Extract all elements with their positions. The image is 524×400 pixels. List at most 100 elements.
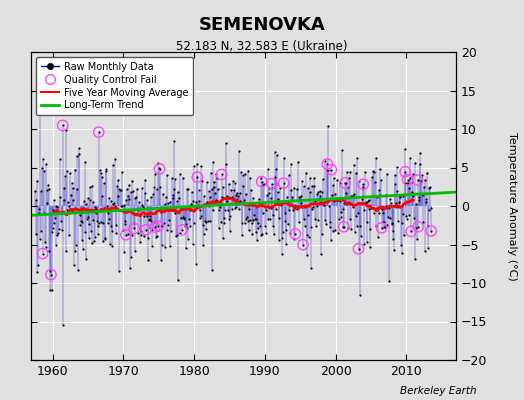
Point (315, 193, 324, 200)
Point (350, 190, 358, 197)
Point (124, 231, 133, 238)
Point (364, 198, 372, 204)
Point (276, 200, 285, 206)
Point (427, 205, 435, 211)
Point (265, 185, 274, 192)
Point (363, 239, 371, 246)
Point (216, 204, 225, 210)
Point (226, 228, 235, 234)
Point (103, 203, 111, 209)
Point (73, 186, 81, 192)
Point (42, 161, 50, 167)
Point (220, 220, 228, 226)
Point (332, 196, 340, 202)
Point (166, 199, 174, 206)
Point (51, 202, 60, 209)
Point (256, 223, 264, 229)
Point (352, 170, 361, 176)
Point (157, 257, 166, 263)
Point (344, 184, 352, 190)
Point (176, 171, 184, 178)
Point (102, 168, 111, 174)
Point (299, 183, 308, 189)
Point (129, 219, 138, 226)
Point (85, 221, 93, 227)
Point (281, 210, 289, 216)
Point (282, 240, 290, 247)
Point (131, 248, 139, 254)
Point (178, 227, 186, 233)
Point (95, 219, 104, 226)
Point (338, 147, 346, 153)
Point (361, 169, 369, 175)
Point (384, 214, 392, 220)
Point (204, 218, 212, 224)
Point (193, 174, 202, 180)
Point (66, 170, 74, 176)
Point (376, 166, 385, 172)
Point (383, 222, 391, 228)
Point (238, 232, 246, 238)
Point (368, 174, 376, 181)
Point (96, 167, 104, 173)
Point (61, 248, 70, 254)
Point (247, 187, 255, 193)
Point (263, 192, 271, 198)
Point (244, 167, 252, 174)
Point (366, 226, 374, 232)
Point (345, 216, 354, 222)
Point (185, 216, 193, 222)
Point (31, 231, 40, 237)
Point (111, 203, 119, 209)
Point (287, 161, 295, 167)
Point (275, 236, 283, 243)
Point (172, 232, 180, 239)
Point (354, 246, 363, 252)
Point (363, 218, 372, 225)
Point (303, 232, 311, 238)
Point (337, 209, 345, 215)
Point (334, 230, 343, 237)
Point (116, 187, 124, 194)
Point (147, 218, 155, 224)
Point (357, 200, 365, 206)
Point (110, 162, 118, 168)
Point (333, 197, 342, 203)
Point (158, 223, 167, 230)
Point (392, 204, 400, 211)
Point (242, 191, 250, 197)
Point (119, 227, 127, 233)
Point (325, 203, 333, 210)
Text: SEMENOVKA: SEMENOVKA (199, 16, 325, 34)
Point (189, 241, 198, 248)
Point (68, 180, 77, 186)
Point (262, 207, 270, 214)
Point (68, 208, 76, 214)
Point (93, 218, 101, 224)
Point (252, 229, 260, 236)
Point (152, 234, 160, 240)
Point (427, 228, 435, 234)
Point (253, 237, 261, 243)
Point (251, 202, 259, 208)
Point (271, 166, 280, 172)
Point (308, 206, 316, 212)
Point (401, 168, 409, 175)
Point (243, 218, 252, 224)
Point (308, 183, 316, 189)
Point (373, 194, 381, 200)
Point (38, 250, 47, 257)
Point (203, 179, 212, 185)
Point (331, 227, 340, 233)
Point (316, 199, 325, 206)
Point (89, 217, 97, 224)
Point (192, 199, 200, 205)
Point (106, 241, 114, 248)
Point (173, 232, 181, 238)
Point (138, 184, 147, 191)
Point (390, 247, 398, 254)
Point (396, 193, 405, 199)
Point (408, 179, 417, 186)
Point (410, 215, 418, 221)
Point (40, 210, 48, 216)
